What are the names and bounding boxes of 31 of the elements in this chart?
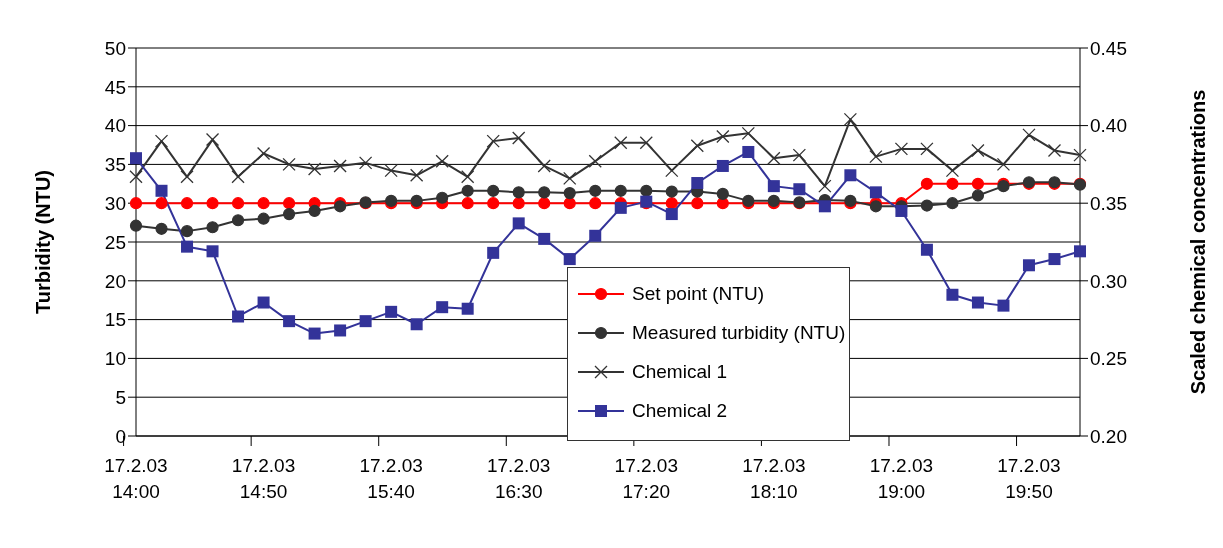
legend-label: Measured turbidity (NTU) [632,321,846,344]
y-tick-label: 5 [115,386,126,408]
x-tick-label: 17.2.03 16:30 [487,455,551,502]
x-tick-label: 17.2.03 19:50 [997,455,1061,502]
y-tick-label: 10 [104,348,126,370]
y-tick-label: 15 [104,309,126,331]
y-tick-label: 0 [115,425,126,447]
y2-tick-label: 0.25 [1090,348,1127,370]
y2-tick-label: 0.45 [1090,37,1127,59]
x-tick-label: 17.2.03 15:40 [359,455,423,502]
y-tick-label: 20 [104,270,126,292]
legend-label: Chemical 2 [632,399,728,422]
y2-tick-label: 0.35 [1090,192,1127,214]
y-tick-label: 45 [104,76,126,98]
x-tick-label: 17.2.03 17:20 [614,455,678,502]
y-tick-label: 40 [104,115,126,137]
y-tick-label: 35 [104,154,126,176]
y-tick-label: 50 [104,37,126,59]
y2-tick-label: 0.40 [1090,115,1127,137]
x-tick-label: 17.2.03 18:10 [742,455,806,502]
y2-tick-label: 0.20 [1090,425,1127,447]
y-axis-title: Turbidity (NTU) [32,169,55,315]
x-tick-label: 17.2.03 14:00 [104,455,168,502]
y-tick-label: 30 [104,192,126,214]
x-tick-label: 17.2.03 19:00 [869,455,934,502]
y2-tick-label: 0.30 [1090,270,1127,292]
y2-axis-title: Scaled chemical concentrations [1187,89,1210,395]
legend-label: Set point (NTU) [632,282,764,305]
y-tick-label: 25 [104,231,126,253]
legend-label: Chemical 1 [632,360,728,383]
x-tick-label: 17.2.03 14:50 [231,455,296,502]
